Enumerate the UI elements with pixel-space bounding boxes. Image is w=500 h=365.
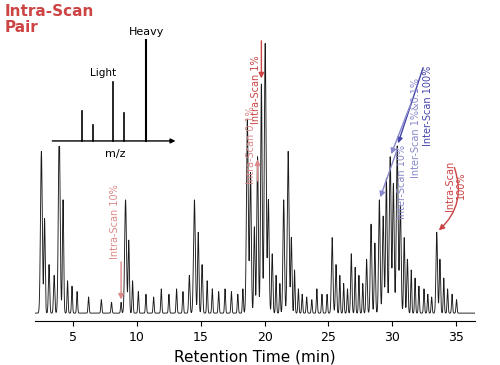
Text: Light: Light [90, 68, 116, 78]
Text: Intra-Scan 10%: Intra-Scan 10% [110, 184, 120, 259]
Text: Inter-Scan 1%&0.1%: Inter-Scan 1%&0.1% [410, 78, 420, 178]
Text: Intra-Scan 1%: Intra-Scan 1% [250, 56, 260, 124]
Text: Heavy: Heavy [128, 27, 164, 37]
Text: Inter-Scan 10%: Inter-Scan 10% [398, 145, 407, 219]
Text: Inter-Scan 100%: Inter-Scan 100% [424, 66, 434, 146]
Text: m/z: m/z [105, 149, 126, 159]
Text: Intra-Scan
100%: Intra-Scan 100% [446, 160, 466, 211]
X-axis label: Retention Time (min): Retention Time (min) [174, 349, 336, 365]
Text: Intra-Scan
Pair: Intra-Scan Pair [5, 4, 94, 35]
Text: Intra-Scan 0.1%: Intra-Scan 0.1% [246, 106, 256, 184]
